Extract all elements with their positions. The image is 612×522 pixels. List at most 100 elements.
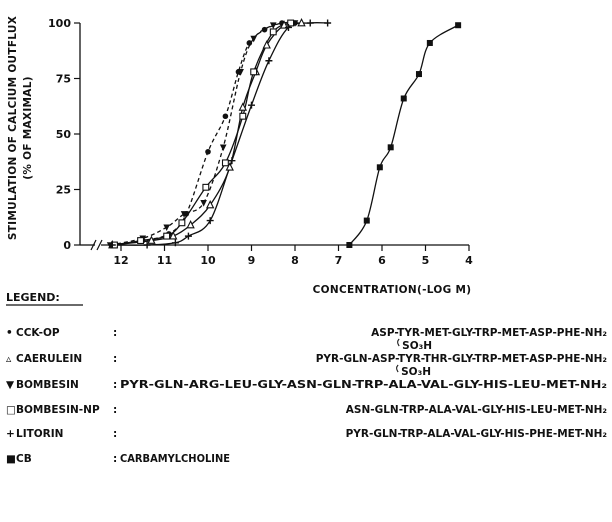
legend-entry-cb: ■ CB: CARBAMYLCHOLINE [6, 453, 230, 465]
cck-op-point [205, 148, 211, 155]
legend-name: CAERULEIN [16, 353, 82, 365]
legend-sequence: ASP-TYR-MET-GLY-TRP-MET-ASP-PHE-NH₂ [371, 327, 607, 339]
bombesin-np-point [269, 28, 277, 36]
legend-separator: : [113, 404, 117, 416]
bombesin-point [250, 35, 257, 43]
legend-entry-caerulein: ▵ CAERULEIN: PYR-GLN-ASP-TYR-THR-GLY-TRP-M… [6, 353, 607, 378]
legend-sequence: CARBAMYLCHOLINE [120, 453, 230, 465]
axis-break-mark [90, 239, 97, 251]
legend-symbol: □ [6, 404, 16, 416]
y-axis-title-line2: (% OF MAXIMAL) [22, 76, 34, 180]
legend-modifier: SO₃H [402, 340, 432, 352]
cb-point [426, 39, 433, 46]
y-tick-label: 0 [63, 239, 71, 252]
x-axis-title: CONCENTRATION(-LOG M) [313, 284, 472, 296]
litorin-point [206, 217, 214, 225]
legend-name: BOMBESIN [16, 379, 79, 391]
cb-point [346, 242, 353, 248]
cck-op-point [261, 26, 268, 33]
legend-entry-bombesin: ▼ BOMBESIN: PYR-GLN-ARG-LEU-GLY-ASN-GLN-TR… [6, 379, 607, 391]
x-tick-label: 7 [335, 254, 343, 267]
legend-name: LITORIN [16, 428, 63, 440]
x-tick-label: 4 [465, 254, 473, 267]
y-tick-label: 50 [56, 128, 72, 141]
legend-sequence: PYR-GLN-ASP-TYR-THR-GLY-TRP-MET-ASP-PHE-… [316, 353, 608, 365]
bombesin-np-point [137, 237, 145, 245]
legend-entry-litorin: + LITORIN: PYR-GLN-TRP-ALA-VAL-GLY-HIS-PHE… [6, 428, 607, 440]
bombesin-np-point [239, 112, 247, 120]
legend-sequence: ASN-GLN-TRP-ALA-VAL-GLY-HIS-LEU-MET-NH₂ [346, 404, 608, 416]
y-tick-label: 100 [48, 17, 71, 30]
legend-symbol: • [6, 327, 13, 339]
cb-point [387, 144, 394, 151]
legend-symbol: ▵ [6, 353, 12, 365]
cb-point [376, 164, 383, 171]
bombesin-np-point [250, 68, 258, 76]
legend: LEGEND: • CCK-OP: ASP-TYR-MET-GLY-TRP-MET-… [6, 291, 607, 465]
cb-point [415, 71, 422, 78]
bombesin-point [180, 211, 188, 218]
x-tick-label: 5 [422, 254, 430, 267]
bombesin-point [237, 69, 244, 76]
litorin-point [265, 57, 273, 65]
caerulein-point [186, 219, 195, 229]
x-tick-label: 6 [378, 254, 386, 267]
litorin-point [171, 239, 179, 247]
caerulein-point [205, 200, 215, 209]
y-tick-label: 25 [56, 184, 71, 197]
litorin-point [184, 232, 192, 240]
chart-curves [109, 21, 459, 246]
caerulein-point [169, 231, 178, 240]
legend-name: CCK-OP [16, 327, 60, 339]
sulfate-bracket [397, 338, 400, 347]
litorin-point [324, 19, 332, 27]
caerulein-point [147, 235, 156, 244]
bombesin-np-point [221, 159, 229, 167]
bombesin-point [219, 144, 227, 152]
legend-sequence: PYR-GLN-ARG-LEU-GLY-ASN-GLN-TRP-ALA-VAL-… [120, 379, 607, 391]
cb-point [363, 217, 370, 224]
legend-separator: : [113, 379, 117, 391]
cb-point [400, 95, 407, 102]
bombesin-point [269, 22, 277, 30]
legend-name: CB [16, 453, 32, 465]
x-tick-label: 10 [200, 254, 216, 267]
legend-entry-bombesin-np: □ BOMBESIN-NP: ASN-GLN-TRP-ALA-VAL-GLY-HIS… [6, 404, 607, 416]
litorin-point [248, 101, 255, 109]
x-tick-label: 9 [248, 254, 256, 267]
legend-symbol: ▼ [6, 379, 15, 391]
bombesin-point [163, 224, 170, 232]
x-tick-label: 12 [113, 254, 128, 267]
bombesin-curve [109, 22, 296, 246]
cb-point [455, 22, 462, 29]
chart-axes [74, 22, 470, 251]
bombesin-np-point [202, 183, 210, 191]
chart-markers [106, 17, 462, 249]
litorin-curve [112, 22, 328, 246]
bombesin-np-curve [114, 22, 291, 246]
caerulein-curve [112, 22, 302, 246]
litorin-point [228, 157, 236, 165]
legend-modifier: SO₃H [401, 366, 431, 378]
legend-name: BOMBESIN-NP [16, 404, 100, 416]
legend-entry-cck-op: • CCK-OP: ASP-TYR-MET-GLY-TRP-MET-ASP-PHE-… [6, 327, 607, 352]
bombesin-np-point [163, 232, 171, 240]
litorin-point [306, 19, 314, 27]
y-axis-title-line1: STIMULATION OF CALCIUM OUTFLUX [7, 16, 19, 240]
bombesin-point [200, 200, 207, 207]
legend-separator: : [113, 327, 117, 339]
caerulein-point [262, 40, 271, 49]
bombesin-np-point [178, 219, 186, 227]
x-tick-label: 8 [291, 254, 299, 267]
legend-symbol: ■ [6, 453, 16, 465]
caerulein-point [279, 20, 289, 29]
litorin-point [143, 241, 151, 249]
cck-op-point [222, 113, 229, 120]
bombesin-np-point [287, 19, 295, 27]
chart-axis-text: STIMULATION OF CALCIUM OUTFLUX (% OF MAX… [7, 16, 473, 296]
y-tick-label: 75 [56, 73, 71, 86]
cck-op-point [246, 40, 253, 46]
caerulein-point [297, 17, 306, 27]
caerulein-point [225, 162, 234, 171]
